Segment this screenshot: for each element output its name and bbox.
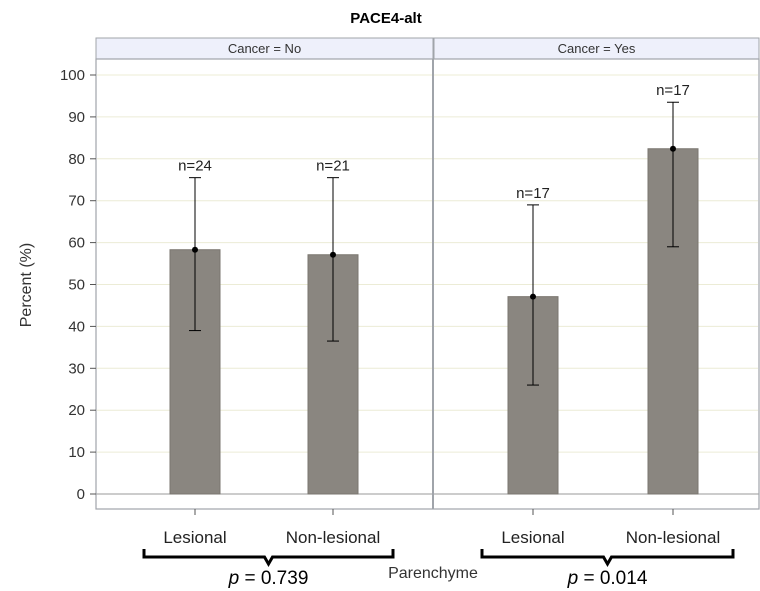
n-label: n=17 [656,82,690,99]
y-tick-label: 80 [68,151,85,168]
plot-layer [169,101,699,495]
chart-title: PACE4-alt [350,10,421,27]
n-label: n=24 [178,158,212,175]
p-value-label: p = 0.014 [567,568,648,589]
mean-point [670,145,676,152]
x-tick-label: Non-lesional [626,528,721,547]
group-bracket [142,549,395,568]
y-tick-label: 40 [68,318,85,335]
x-tick-label: Non-lesional [286,528,381,547]
p-symbol: p [567,568,579,589]
y-axis-label: Percent (%) [18,243,35,327]
p-value: = 0.739 [239,568,308,589]
panel-strip-label: Cancer = Yes [558,41,636,56]
mean-point [192,246,198,253]
mean-point [330,251,336,258]
y-tick-label: 100 [60,67,85,84]
p-value-label: p = 0.739 [228,568,309,589]
axis-layer: Cancer = No Cancer = Yes 0 10 20 30 40 50 60 70 80… [60,37,760,547]
n-label: n=21 [316,158,350,175]
y-tick-label: 50 [68,277,85,294]
y-tick-label: 90 [68,109,85,126]
p-value: = 0.014 [578,568,648,589]
y-tick-label: 20 [68,402,85,419]
panel-strip-label: Cancer = No [228,41,301,56]
y-tick-label: 60 [68,235,85,252]
x-axis-label: Parenchyme [388,565,478,582]
p-symbol: p [228,568,240,589]
x-tick-label: Lesional [163,528,226,547]
y-tick-label: 0 [77,486,85,503]
annotation-layer: n=24 n=21 p = 0.739 n=17 n=17 p = 0.014 [142,82,735,589]
n-label: n=17 [516,185,550,202]
x-tick-label: Lesional [501,528,564,547]
y-tick-label: 10 [68,444,85,461]
y-tick-label: 70 [68,193,85,210]
mean-point [530,293,536,300]
group-bracket [480,549,735,568]
y-tick-label: 30 [68,360,85,377]
